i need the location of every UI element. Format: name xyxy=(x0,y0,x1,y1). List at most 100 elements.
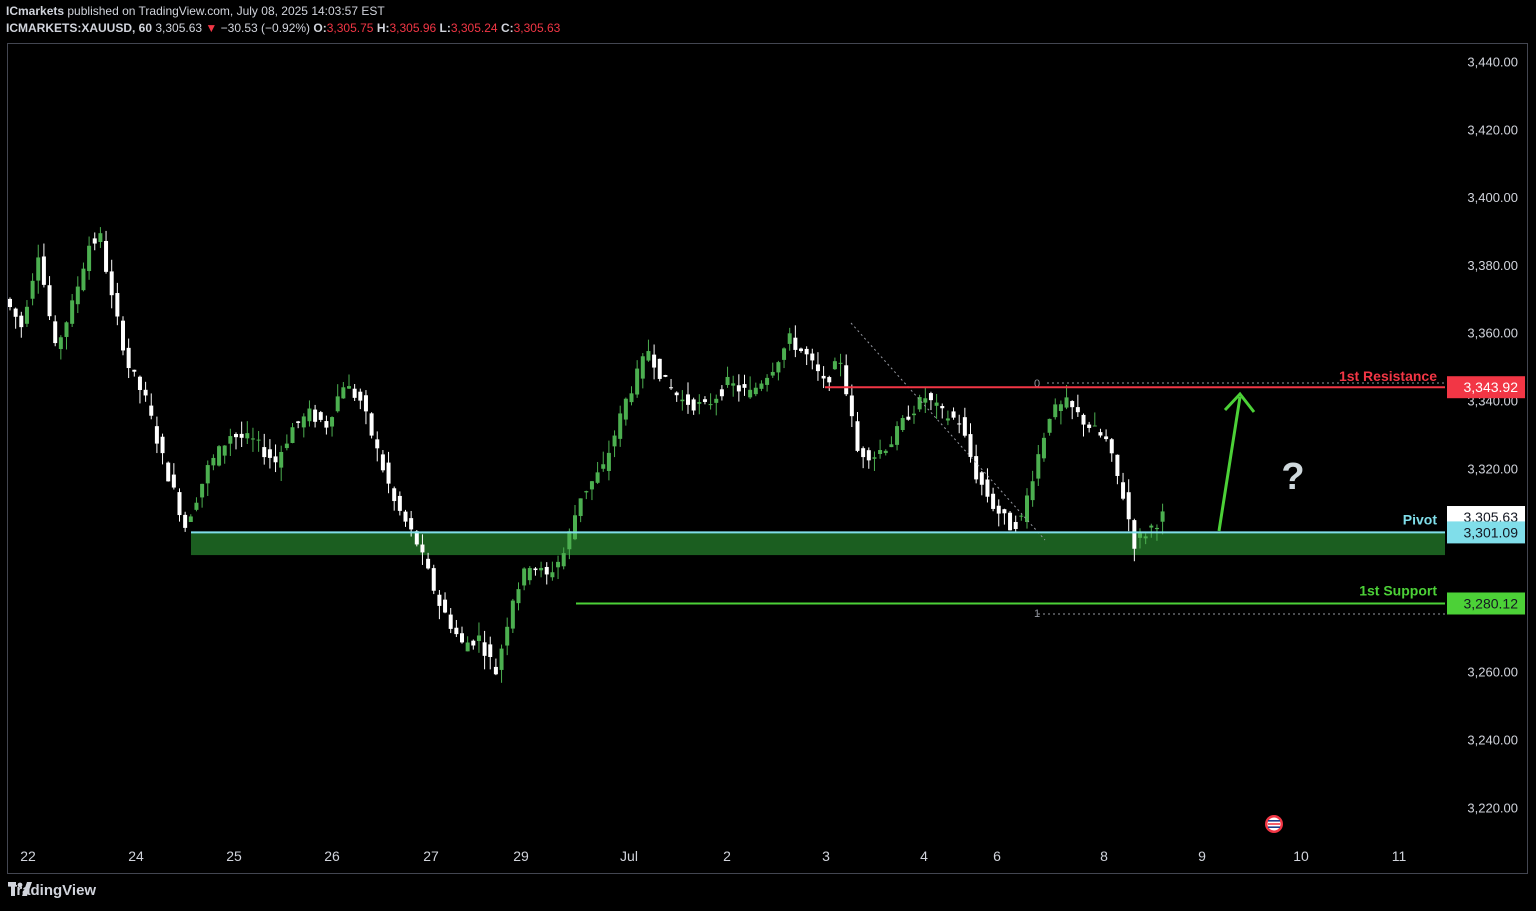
candle-body xyxy=(301,416,306,428)
publisher-name[interactable]: ICmarkets xyxy=(6,4,65,18)
x-tick-label: 11 xyxy=(1392,848,1407,864)
candle-body xyxy=(115,293,120,317)
candle-body xyxy=(883,450,888,454)
candle-body xyxy=(906,416,911,420)
candle-body xyxy=(375,439,380,449)
candle-body xyxy=(940,406,945,409)
candle-body xyxy=(234,434,238,438)
candle-body xyxy=(177,492,182,516)
candle-body xyxy=(872,457,877,459)
candle-body xyxy=(652,354,657,368)
pivot-price-badge-bg xyxy=(1447,521,1525,544)
candle-body xyxy=(313,409,318,422)
published-text: published on TradingView.com, July 08, 2… xyxy=(67,4,385,18)
x-tick-label: 9 xyxy=(1198,848,1206,864)
candle-body xyxy=(211,457,216,466)
candle-body xyxy=(832,361,837,370)
candle-body xyxy=(657,358,662,379)
candle-body xyxy=(1115,454,1120,476)
candle-body xyxy=(1121,482,1126,499)
candle-body xyxy=(471,640,476,646)
candle-body xyxy=(352,388,357,398)
candle-body xyxy=(75,286,80,305)
candle-body xyxy=(279,451,284,468)
change-down-icon: ▼ xyxy=(205,21,218,35)
candle-body xyxy=(194,502,199,510)
current-price-badge: 3,305.63 xyxy=(1464,509,1519,525)
candle-body xyxy=(821,375,826,379)
candle-body xyxy=(782,348,787,360)
close-label: C: xyxy=(500,21,514,35)
candle-body xyxy=(171,474,176,488)
candle-body xyxy=(618,413,623,439)
candle-body xyxy=(420,544,425,553)
symbol[interactable]: ICMARKETS:XAUUSD, 60 xyxy=(6,21,153,35)
candle-body xyxy=(70,300,75,324)
candle-body xyxy=(1025,495,1029,523)
candle-body xyxy=(267,449,272,458)
candle-body xyxy=(1154,527,1159,530)
candle-body xyxy=(1013,521,1018,529)
tradingview-footer[interactable]: TradingView xyxy=(8,882,96,899)
us-flag-icon[interactable] xyxy=(1264,814,1284,834)
price-change: −30.53 (−0.92%) xyxy=(220,21,311,35)
candle-body xyxy=(923,398,928,403)
candle-body xyxy=(663,375,668,377)
candle-body xyxy=(957,423,962,425)
candle-body xyxy=(200,483,205,498)
candle-body xyxy=(578,498,583,517)
candle-body xyxy=(414,531,419,545)
candle-body xyxy=(273,456,278,463)
candle-body xyxy=(996,505,1001,514)
candle-body xyxy=(369,413,374,436)
candle-body xyxy=(409,518,414,530)
candle-body xyxy=(1081,414,1086,425)
candle-body xyxy=(347,386,351,389)
candle-body xyxy=(1047,418,1052,433)
candle-body xyxy=(680,399,685,402)
high-value: 3,305.96 xyxy=(389,21,437,35)
candle-body xyxy=(109,271,114,296)
candle-body xyxy=(974,456,979,480)
x-tick-label: Jul xyxy=(620,848,638,864)
candle-body xyxy=(725,376,730,386)
candle-body xyxy=(945,418,950,421)
y-tick-label: 3,380.00 xyxy=(1467,258,1518,273)
projection-arrow xyxy=(1217,396,1242,532)
candle-body xyxy=(1058,404,1063,411)
candle-body xyxy=(991,493,996,509)
candle-body xyxy=(341,387,346,399)
candle-body xyxy=(41,256,46,285)
candle-body xyxy=(787,333,792,344)
candle-body xyxy=(793,337,798,350)
candle-body xyxy=(228,436,233,444)
candle-body xyxy=(912,413,916,416)
candle-body xyxy=(1087,424,1092,428)
candle-body xyxy=(24,306,29,324)
candle-body xyxy=(482,642,487,656)
publish-info: ICmarkets published on TradingView.com, … xyxy=(6,4,385,18)
pivot-label: Pivot xyxy=(1403,511,1438,527)
candle-body xyxy=(380,454,385,471)
candle-body xyxy=(573,515,577,540)
candle-body xyxy=(861,448,866,458)
y-tick-label: 3,360.00 xyxy=(1467,326,1518,341)
y-tick-label: 3,400.00 xyxy=(1467,190,1518,205)
candle-body xyxy=(1019,515,1024,517)
projection-arrow-head xyxy=(1223,391,1256,413)
candle-body xyxy=(256,439,261,441)
candle-body xyxy=(47,285,52,317)
candle-body xyxy=(765,377,770,385)
candle-body xyxy=(403,511,408,522)
low-value: 3,305.24 xyxy=(450,21,498,35)
candle-body xyxy=(488,644,493,657)
candle-body xyxy=(154,426,159,444)
candle-body xyxy=(454,627,459,635)
candle-body xyxy=(866,450,871,461)
candle-body xyxy=(889,444,894,448)
candle-body xyxy=(702,399,707,402)
candle-body xyxy=(799,348,803,352)
candle-body xyxy=(1138,533,1142,538)
candle-body xyxy=(318,412,323,420)
